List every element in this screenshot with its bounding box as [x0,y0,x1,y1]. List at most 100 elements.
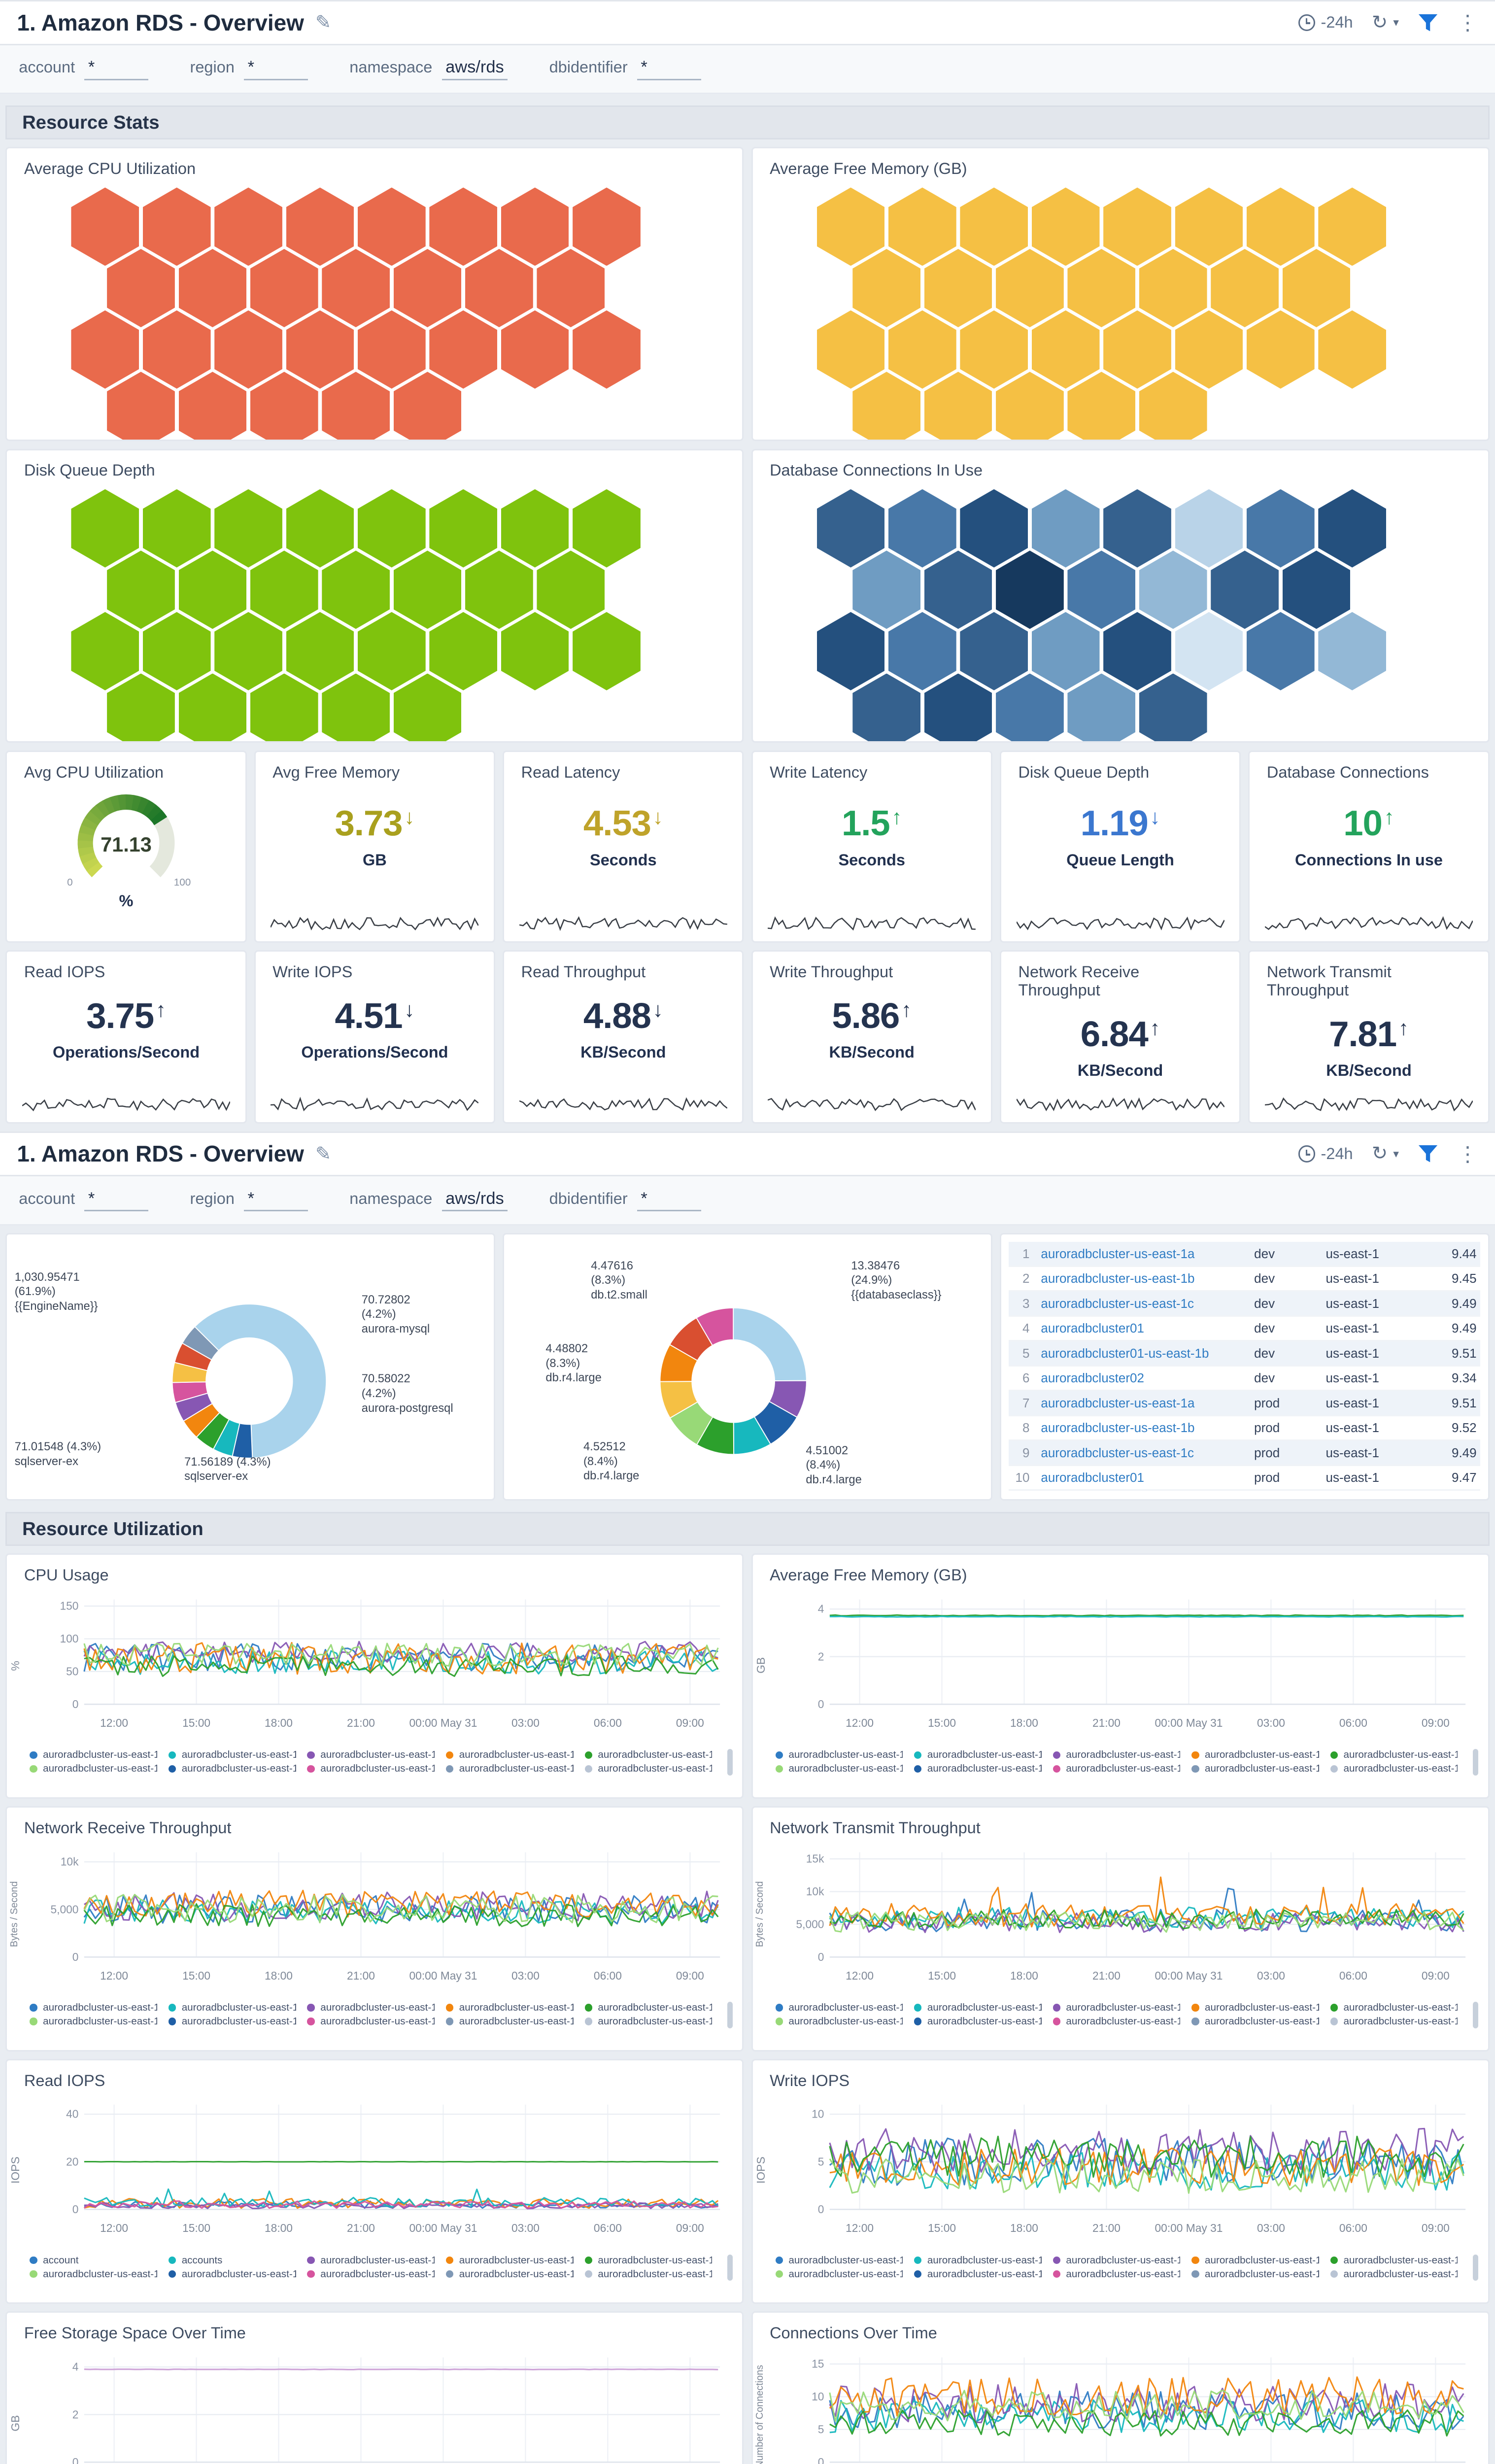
legend-item[interactable]: accounts [168,2255,296,2266]
hex-cell[interactable] [960,187,1028,266]
legend-item[interactable]: auroradbcluster-us-east-1b [307,1763,435,1775]
legend-item[interactable]: auroradbcluster-us-east-1a [30,1763,157,1775]
legend-item[interactable]: auroradbcluster-us-east-1a [1330,2002,1458,2014]
filter-input-namespace[interactable]: aws/rds [442,58,508,80]
legend-item[interactable]: auroradbcluster-us-east-1b [1330,1763,1458,1775]
hex-cell[interactable] [322,550,390,629]
time-range-control[interactable]: -24h [1298,1145,1353,1163]
kebab-menu-icon[interactable]: ⋮ [1457,1142,1478,1165]
legend-item[interactable]: auroradbcluster-us-east-1a [307,1749,435,1761]
line-chart-canvas[interactable]: 12:00 15:00 18:00 21:00 00:00 May 31 03:00 06:… [28,1588,731,1745]
table-cell[interactable]: auroradbcluster01 [1041,1470,1144,1485]
hex-cell[interactable] [250,550,318,629]
table-row[interactable]: 6 auroradbcluster02 dev us-east-1 9.34 [1009,1367,1481,1392]
hex-cell[interactable] [501,310,569,389]
legend-scrollbar[interactable] [727,2002,733,2028]
hex-cell[interactable] [71,489,139,568]
hex-cell[interactable] [573,187,641,266]
legend-item[interactable]: auroradbcluster-us-east-1b [168,1763,296,1775]
hex-cell[interactable] [1175,489,1243,568]
hex-cell[interactable] [429,612,498,690]
kebab-menu-icon[interactable]: ⋮ [1457,11,1478,34]
legend-item[interactable]: auroradbcluster-us-east-1a [584,1749,712,1761]
hex-cell[interactable] [286,310,354,389]
line-chart-canvas[interactable]: 12:00 15:00 18:00 21:00 00:00 May 31 03:00 06:… [28,1841,731,1998]
hex-cell[interactable] [1246,612,1315,690]
hex-cell[interactable] [501,612,569,690]
hex-cell[interactable] [142,187,211,266]
hex-cell[interactable] [852,249,921,328]
hex-cell[interactable] [1031,187,1100,266]
legend-item[interactable]: auroradbcluster-us-east-1a [584,2002,712,2014]
hex-cell[interactable] [1103,489,1171,568]
donut-chart[interactable] [7,1259,493,1500]
legend-item[interactable]: auroradbcluster-us-east-1a [30,2016,157,2027]
legend-item[interactable]: auroradbcluster-us-east-1b [168,2268,296,2280]
table-cell[interactable]: auroradbcluster-us-east-1c [1041,1296,1194,1311]
legend-item[interactable]: auroradbcluster-us-east-1b [1330,2016,1458,2027]
legend-item[interactable]: auroradbcluster-us-east-1a [168,2002,296,2014]
hex-cell[interactable] [214,489,282,568]
table-cell[interactable]: auroradbcluster-us-east-1a [1041,1246,1195,1261]
legend-item[interactable]: auroradbcluster-us-east-1b [1053,2016,1180,2027]
hex-cell[interactable] [357,310,426,389]
table-row[interactable]: 8 auroradbcluster-us-east-1b prod us-east-1… [1009,1416,1481,1441]
hex-cell[interactable] [107,673,175,742]
hex-cell[interactable] [250,372,318,440]
line-chart-canvas[interactable]: 12:00 15:00 18:00 21:00 00:00 May 31 03:00 06:… [774,1841,1477,1998]
hex-cell[interactable] [501,489,569,568]
hex-cell[interactable] [465,249,533,328]
hex-cell[interactable] [393,372,462,440]
hex-cell[interactable] [286,489,354,568]
hex-cell[interactable] [960,612,1028,690]
line-chart-canvas[interactable]: 12:00 15:00 18:00 21:00 00:00 May 31 03:00 06:… [28,2093,731,2251]
hex-cell[interactable] [924,249,992,328]
hex-cell[interactable] [1211,550,1279,629]
legend-scrollbar[interactable] [1472,2002,1479,2028]
hex-cell[interactable] [1067,550,1136,629]
legend-item[interactable]: auroradbcluster-us-east-1a [775,1763,903,1775]
legend-item[interactable]: auroradbcluster-us-east-1a [1191,1749,1319,1761]
hex-cell[interactable] [214,612,282,690]
hex-cell[interactable] [1318,310,1387,389]
legend-item[interactable]: auroradbcluster-us-east-1b [914,1763,1042,1775]
legend-item[interactable]: auroradbcluster-us-east-1a [30,1749,157,1761]
hex-cell[interactable] [960,310,1028,389]
legend-item[interactable]: auroradbcluster-us-east-1a [1191,2002,1319,2014]
hex-cell[interactable] [393,550,462,629]
hex-cell[interactable] [107,372,175,440]
legend-item[interactable]: auroradbcluster-us-east-1b [446,2255,574,2266]
hex-cell[interactable] [852,673,921,742]
hex-cell[interactable] [816,612,885,690]
table-row[interactable]: 7 auroradbcluster-us-east-1a prod us-east-1… [1009,1391,1481,1416]
hex-cell[interactable] [71,187,139,266]
legend-item[interactable]: auroradbcluster-us-east-1b [1191,1763,1319,1775]
legend-item[interactable]: auroradbcluster-us-east-1a [775,2016,903,2027]
hex-cell[interactable] [107,249,175,328]
hex-cell[interactable] [1103,612,1171,690]
hex-cell[interactable] [816,489,885,568]
legend-item[interactable]: auroradbcluster-us-east-1a [775,2255,903,2266]
legend-item[interactable]: auroradbcluster-us-east-1a [1053,2255,1180,2266]
hex-cell[interactable] [429,310,498,389]
hex-cell[interactable] [1318,612,1387,690]
hex-cell[interactable] [924,673,992,742]
hex-cell[interactable] [888,310,956,389]
legend-item[interactable]: auroradbcluster-us-east-1a [1191,2255,1319,2266]
table-cell[interactable]: auroradbcluster-us-east-1b [1041,1271,1195,1286]
legend-item[interactable]: auroradbcluster-us-east-1a [775,2002,903,2014]
hex-cell[interactable] [357,187,426,266]
hex-cell[interactable] [573,612,641,690]
legend-scrollbar[interactable] [727,2254,733,2281]
legend-item[interactable]: auroradbcluster-us-east-1a [307,2255,435,2266]
hex-cell[interactable] [573,310,641,389]
hex-cell[interactable] [1139,673,1207,742]
legend-item[interactable]: auroradbcluster-us-east-1b [446,2268,574,2280]
hex-cell[interactable] [107,550,175,629]
refresh-control[interactable]: ↻ ▾ [1372,1144,1399,1163]
hex-cell[interactable] [1031,310,1100,389]
legend-item[interactable]: auroradbcluster-us-east-1a [1053,2002,1180,2014]
hex-cell[interactable] [537,249,605,328]
table-cell[interactable]: auroradbcluster02 [1041,1370,1144,1386]
hex-cell[interactable] [816,310,885,389]
